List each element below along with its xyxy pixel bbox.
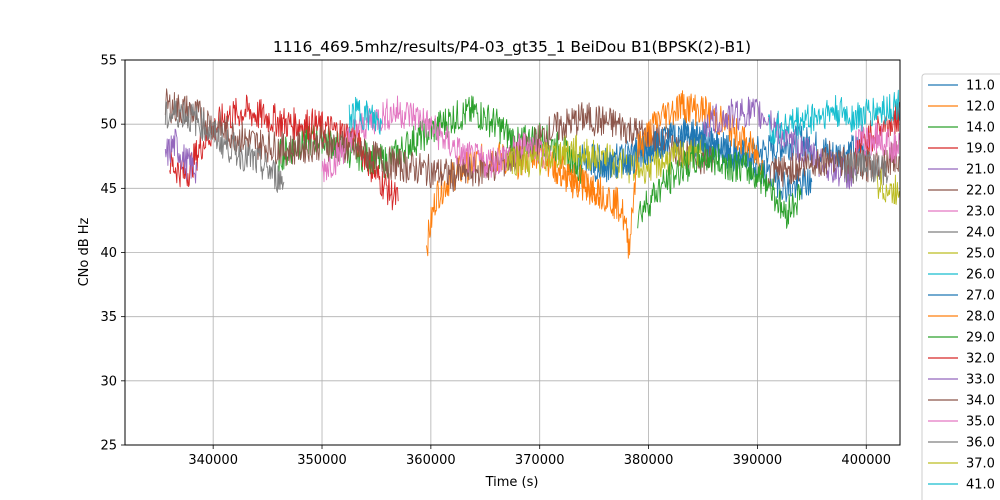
series-line-22-0 bbox=[164, 88, 715, 193]
legend-label: 35.0 bbox=[966, 415, 995, 430]
series-line-27-0 bbox=[593, 115, 813, 203]
legend-label: 12.0 bbox=[966, 100, 995, 115]
legend-box bbox=[921, 73, 1000, 500]
legend-label: 34.0 bbox=[966, 394, 995, 409]
y-tick-label: 45 bbox=[100, 182, 117, 197]
x-tick-label: 360000 bbox=[406, 453, 456, 468]
y-tick-label: 25 bbox=[100, 439, 117, 454]
x-axis: 340000 350000 360000 370000 380000 390000 4000… bbox=[188, 445, 891, 468]
legend-label: 29.0 bbox=[966, 331, 995, 346]
legend-label: 19.0 bbox=[966, 142, 995, 157]
legend-label: 22.0 bbox=[966, 184, 995, 199]
series-line-34-0 bbox=[767, 140, 900, 187]
series-line-21-0 bbox=[164, 128, 198, 184]
y-tick-label: 35 bbox=[100, 310, 117, 325]
legend-label: 41.0 bbox=[966, 478, 995, 493]
y-axis-title: CNo dB Hz bbox=[77, 217, 92, 286]
legend-label: 23.0 bbox=[966, 205, 995, 220]
y-axis: 25 30 35 40 45 50 55 bbox=[100, 54, 125, 454]
x-tick-label: 370000 bbox=[515, 453, 565, 468]
legend: 11.0 12.0 14.0 19.0 21.0 22.0 23.0 24.0 25.0 26.0… bbox=[921, 73, 1000, 500]
series-lines bbox=[164, 88, 900, 259]
y-tick-label: 30 bbox=[100, 374, 117, 389]
legend-label: 26.0 bbox=[966, 268, 995, 283]
x-axis-title: Time (s) bbox=[485, 475, 539, 490]
series-line-26-0 bbox=[348, 96, 383, 135]
legend-label: 14.0 bbox=[966, 121, 995, 136]
x-tick-label: 390000 bbox=[733, 453, 783, 468]
series-line-24-0 bbox=[164, 99, 285, 193]
legend-label: 21.0 bbox=[966, 163, 995, 178]
x-tick-label: 340000 bbox=[188, 453, 238, 468]
series-line-25-0 bbox=[506, 134, 704, 185]
legend-label: 24.0 bbox=[966, 226, 995, 241]
y-tick-label: 40 bbox=[100, 246, 117, 261]
legend-label: 36.0 bbox=[966, 436, 995, 451]
y-tick-label: 55 bbox=[100, 54, 117, 69]
legend-label: 25.0 bbox=[966, 247, 995, 262]
legend-label: 32.0 bbox=[966, 352, 995, 367]
chart-title: 1116_469.5mhz/results/P4-03_gt35_1 BeiDo… bbox=[273, 38, 751, 57]
x-tick-label: 400000 bbox=[841, 453, 891, 468]
legend-label: 37.0 bbox=[966, 457, 995, 472]
legend-label: 11.0 bbox=[966, 79, 995, 94]
series-line-37-0 bbox=[876, 168, 900, 205]
series-line-41-0 bbox=[767, 89, 900, 145]
y-tick-label: 50 bbox=[100, 118, 117, 133]
legend-label: 33.0 bbox=[966, 373, 995, 388]
series-line-29-0 bbox=[637, 142, 802, 229]
legend-label: 28.0 bbox=[966, 310, 995, 325]
x-tick-label: 380000 bbox=[624, 453, 674, 468]
legend-label: 27.0 bbox=[966, 289, 995, 304]
series-line-35-0 bbox=[854, 122, 900, 164]
x-tick-label: 350000 bbox=[297, 453, 347, 468]
series-line-28-0 bbox=[561, 90, 764, 259]
